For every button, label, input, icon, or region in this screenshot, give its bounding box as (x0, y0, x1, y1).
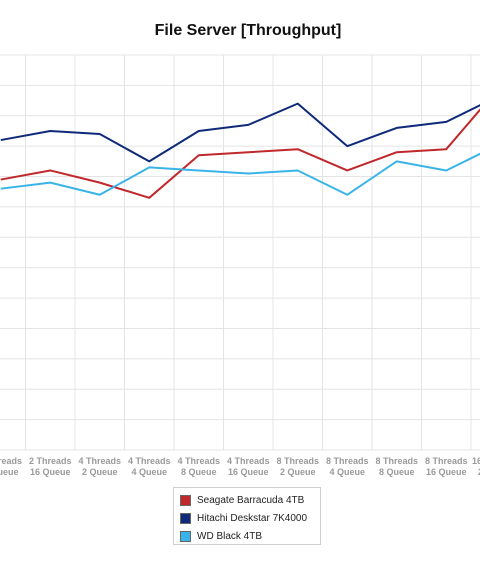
legend-swatch (180, 512, 191, 524)
x-tick-label: 8 Threads 2 Queue (276, 456, 319, 477)
x-tick-label: 4 Threads 8 Queue (177, 456, 220, 477)
series-line-0 (0, 108, 480, 199)
legend-label: Seagate Barracuda 4TB (197, 494, 305, 506)
legend-swatch (180, 494, 191, 506)
legend-item-hitachi: Hitachi Deskstar 7K4000 (180, 509, 314, 527)
x-tick-label: 2 Threads 16 Queue (29, 456, 72, 477)
x-tick-label: 8 Threads 16 Queue (425, 456, 468, 477)
legend-item-wd: WD Black 4TB (180, 527, 314, 545)
x-tick-label: 8 Threads 8 Queue (375, 456, 418, 477)
legend-item-seagate: Seagate Barracuda 4TB (180, 491, 314, 509)
legend: Seagate Barracuda 4TB Hitachi Deskstar 7… (173, 487, 321, 545)
x-tick-label: 4 Threads 4 Queue (128, 456, 171, 477)
x-tick-label: 4 Threads 16 Queue (227, 456, 270, 477)
legend-swatch (180, 530, 191, 542)
legend-label: Hitachi Deskstar 7K4000 (197, 512, 308, 524)
legend-label: WD Black 4TB (197, 530, 263, 542)
x-tick-label: 4 Threads 2 Queue (78, 456, 121, 477)
chart-title: File Server [Throughput] (155, 22, 342, 39)
x-tick-label: 8 Threads 4 Queue (326, 456, 369, 477)
series-line-1 (0, 102, 480, 163)
series-line-2 (0, 152, 480, 196)
